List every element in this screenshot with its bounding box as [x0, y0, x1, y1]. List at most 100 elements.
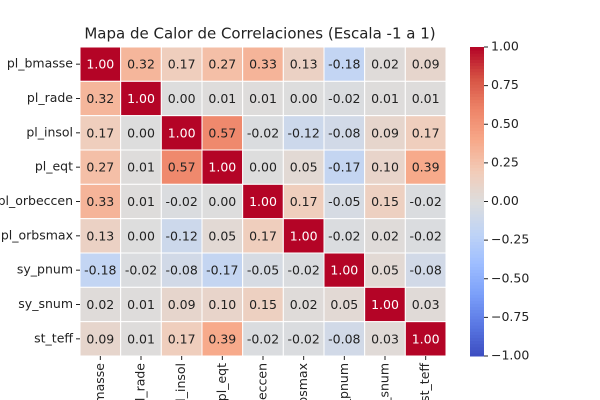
cell-label: 1.00 — [127, 91, 155, 106]
cell-label: 0.32 — [86, 91, 114, 106]
cell-label: 0.00 — [168, 91, 196, 106]
colorbar-segment — [470, 238, 484, 243]
colorbar-segment — [470, 167, 484, 172]
colorbar-segment — [470, 213, 484, 218]
cell-label: 0.10 — [208, 297, 236, 312]
cell-label: 0.09 — [86, 331, 114, 346]
y-tick-label: pl_insol — [26, 124, 73, 139]
colorbar-segment — [470, 90, 484, 94]
heatmap-cell — [282, 183, 325, 220]
cell-label: -0.08 — [328, 125, 360, 140]
colorbar-segment — [470, 80, 484, 85]
heatmap-cell — [282, 286, 325, 323]
cell-label: 0.01 — [127, 297, 155, 312]
heatmap-cell — [242, 80, 284, 117]
colorbar-segment — [470, 173, 484, 178]
colorbar-segment — [470, 84, 484, 88]
colorbar-segment — [470, 189, 484, 193]
heatmap-cell — [364, 80, 406, 117]
heatmap-cell — [120, 252, 162, 288]
cell-label: 0.05 — [290, 160, 318, 175]
cell-label: -0.02 — [328, 91, 360, 106]
cell-label: -0.17 — [206, 263, 238, 278]
colorbar-segment — [470, 297, 484, 301]
heatmap-cell — [79, 252, 122, 288]
cell-label: 0.27 — [86, 160, 114, 175]
x-tick-label: st_teff — [417, 363, 432, 400]
heatmap-cell — [364, 46, 406, 82]
colorbar-segment — [470, 223, 484, 227]
y-tick-label: st_teff — [34, 330, 73, 345]
colorbar-segment — [470, 195, 484, 199]
colorbar-segment — [470, 349, 484, 354]
y-tick-label: pl_orbsmax — [1, 227, 73, 242]
colorbar-segment — [470, 235, 484, 240]
colorbar-segment — [470, 118, 484, 122]
colorbar-tick-label: −0.75 — [491, 309, 529, 324]
y-tick-label: sy_pnum — [17, 262, 73, 277]
cell-label: 0.17 — [249, 228, 277, 243]
colorbar-segment — [470, 182, 484, 187]
colorbar-segment — [470, 139, 484, 144]
heatmap-cell — [201, 321, 244, 357]
colorbar-segment — [470, 192, 484, 196]
cell-label: 0.09 — [168, 297, 196, 312]
colorbar-segment — [470, 155, 484, 159]
cell-label: 0.32 — [127, 57, 155, 72]
colorbar-segment — [470, 105, 484, 110]
heatmap-cell — [120, 115, 162, 151]
colorbar-segment — [470, 294, 484, 298]
cell-label: 0.01 — [371, 91, 399, 106]
heatmap-cell — [242, 321, 284, 357]
heatmap-cell — [282, 218, 325, 254]
heatmap-cell — [404, 286, 447, 323]
heatmap-cell — [79, 286, 122, 323]
colorbar-segment — [470, 130, 484, 135]
cell-label: 1.00 — [290, 228, 318, 243]
cell-label: -0.18 — [84, 263, 116, 278]
colorbar-segment — [470, 142, 484, 147]
colorbar-segment — [470, 300, 484, 304]
colorbar-segment — [470, 186, 484, 190]
cell-label: 0.17 — [168, 57, 196, 72]
heatmap-cell — [160, 115, 203, 151]
colorbar-segment — [470, 158, 484, 162]
cell-label: -0.02 — [409, 228, 441, 243]
heatmap-cell — [160, 80, 203, 117]
cell-label: 0.00 — [127, 228, 155, 243]
cell-label: 1.00 — [412, 331, 440, 346]
colorbar-segment — [470, 71, 484, 76]
colorbar-segment — [470, 102, 484, 107]
x-tick-label: sy_pnum — [336, 363, 351, 400]
cell-label: 0.57 — [208, 125, 236, 140]
cell-label: -0.05 — [328, 194, 360, 209]
heatmap-cell — [120, 218, 162, 254]
colorbar-segment — [470, 241, 484, 246]
cell-label: 0.02 — [371, 228, 399, 243]
cell-label: -0.17 — [328, 160, 360, 175]
heatmap-cell — [79, 321, 122, 357]
cell-label: 1.00 — [168, 125, 196, 140]
colorbar-segment — [470, 198, 484, 202]
heatmap-cell — [201, 286, 244, 323]
heatmap-cell — [404, 149, 447, 185]
x-tick-label: pl_insol — [173, 363, 188, 400]
heatmap-cell — [201, 218, 244, 254]
cell-label: -0.02 — [409, 194, 441, 209]
cell-label: -0.02 — [247, 125, 279, 140]
colorbar-segment — [470, 53, 484, 57]
chart-title: Mapa de Calor de Correlaciones (Escala -… — [84, 25, 435, 43]
cell-label: 0.01 — [249, 91, 277, 106]
colorbar-segment — [470, 352, 484, 357]
colorbar-segment — [470, 220, 484, 224]
colorbar-segment — [470, 50, 484, 54]
colorbar-segment — [470, 322, 484, 326]
colorbar-segment — [470, 152, 484, 156]
colorbar-segment — [470, 281, 484, 286]
colorbar-segment — [470, 170, 484, 175]
heatmap-cell — [242, 252, 284, 288]
heatmap-cell — [242, 115, 284, 151]
colorbar-segment — [470, 87, 484, 91]
colorbar-segment — [470, 278, 484, 283]
colorbar-segment — [470, 114, 484, 119]
